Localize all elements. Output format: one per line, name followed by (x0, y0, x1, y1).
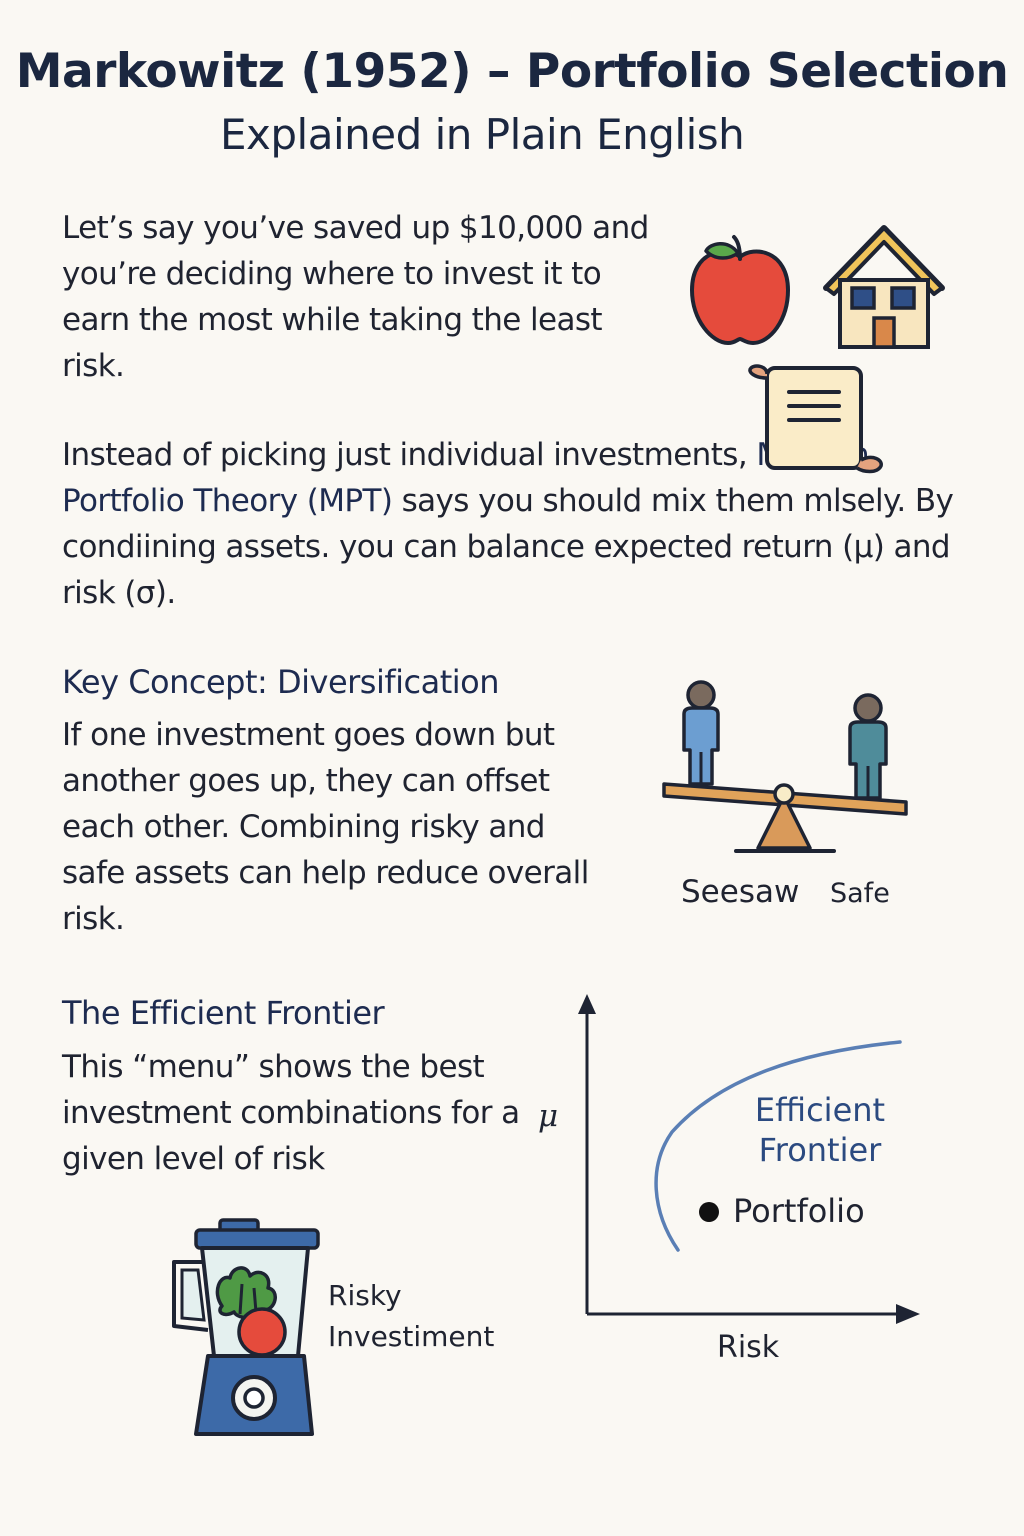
portfolio-label: Portfolio (733, 1192, 865, 1230)
intro-paragraph-1: Let’s say you’ve saved up $10,000 and yo… (62, 210, 649, 384)
safe-label: Safe (830, 878, 890, 909)
scroll-icon (748, 364, 883, 474)
blender-icon (172, 1218, 320, 1436)
key-concept-heading: Key Concept: Diversification (62, 663, 500, 701)
house-icon (823, 225, 945, 349)
page-subtitle: Explained in Plain English (220, 110, 745, 159)
apple-icon (690, 235, 790, 345)
frontier-chart (578, 994, 920, 1324)
frontier-curve-label: Efficient Frontier (754, 1091, 886, 1169)
x-axis-arrow (896, 1304, 920, 1324)
page-title: Markowitz (1952) – Portfolio Selection (15, 44, 1009, 99)
seesaw-icon (662, 680, 908, 853)
y-axis-arrow (578, 994, 596, 1014)
frontier-heading: The Efficient Frontier (62, 994, 385, 1032)
paragraph-2-start: Instead of picking just individual inves… (62, 437, 757, 473)
paragraph-2-end: says you should mix them mlsely. By cond… (62, 483, 954, 611)
efficient-frontier-curve (654, 1040, 902, 1252)
key-concept-text: If one investment goes down but another … (62, 717, 589, 937)
seesaw-label: Seesaw (681, 874, 800, 910)
risky-investment-label: Risky Investiment (328, 1279, 495, 1353)
frontier-text: This “menu” shows the best investment co… (62, 1049, 520, 1177)
x-axis-label: Risk (717, 1330, 780, 1365)
y-axis-label: μ (538, 1098, 559, 1134)
portfolio-point (699, 1202, 719, 1222)
